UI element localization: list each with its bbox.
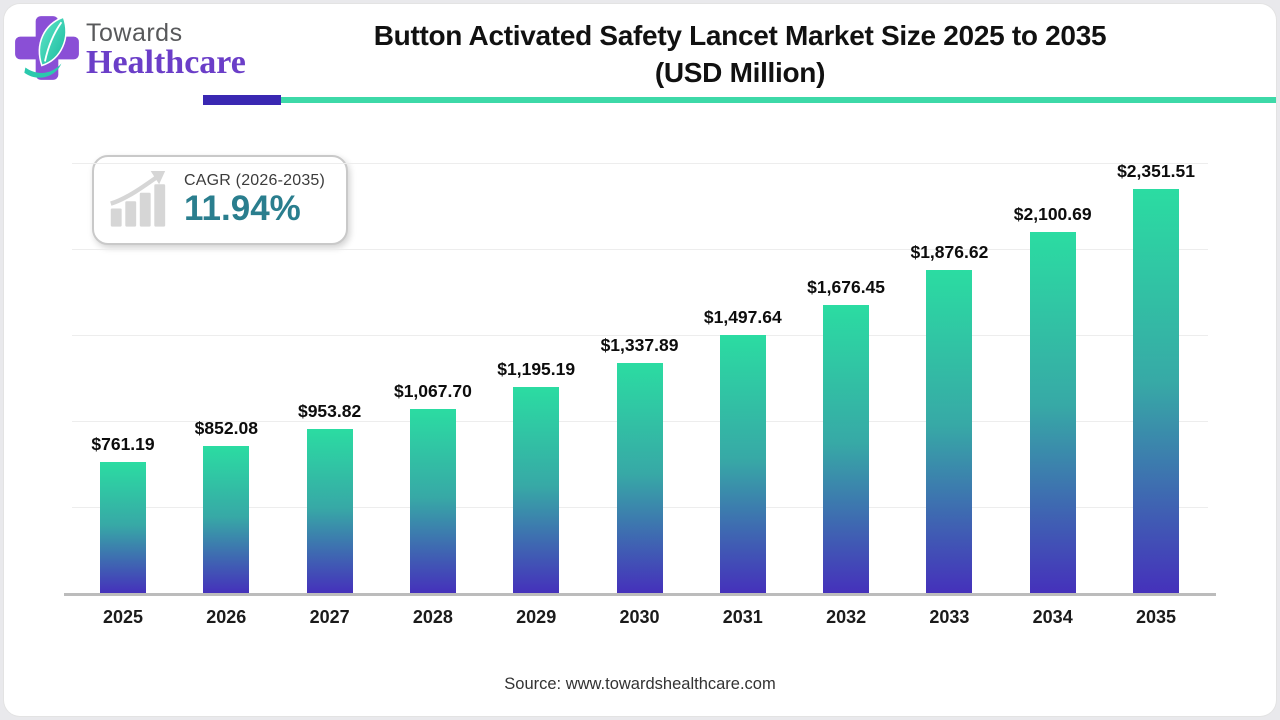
bar-value-label-2025: $761.19 bbox=[91, 434, 155, 454]
bar-2029 bbox=[513, 387, 560, 593]
logo-text: Towards Healthcare bbox=[86, 12, 246, 81]
cagr-label: CAGR (2026-2035) bbox=[184, 172, 326, 189]
x-axis-label-2034: 2034 bbox=[1032, 607, 1073, 627]
bar-value-label-2035: $2,351.51 bbox=[1117, 161, 1195, 181]
x-axis-label-2030: 2030 bbox=[619, 607, 660, 627]
bar-2032 bbox=[823, 305, 870, 593]
bar-value-label-2026: $852.08 bbox=[194, 418, 258, 438]
bar-2026 bbox=[203, 446, 250, 593]
growth-chart-icon bbox=[110, 171, 166, 227]
x-axis-label-2027: 2027 bbox=[309, 607, 350, 627]
logo: Towards Healthcare bbox=[12, 12, 246, 84]
chart-title-line1: Button Activated Safety Lancet Market Si… bbox=[373, 20, 1107, 51]
x-axis-label-2029: 2029 bbox=[516, 607, 557, 627]
bar-2025 bbox=[100, 462, 146, 593]
bar-2034 bbox=[1029, 232, 1076, 593]
x-axis-label-2026: 2026 bbox=[206, 607, 247, 627]
bar-value-label-2032: $1,676.45 bbox=[807, 277, 886, 297]
cagr-value: 11.94% bbox=[184, 189, 301, 228]
x-axis-label-2035: 2035 bbox=[1135, 607, 1177, 627]
chart-title-line2: (USD Million) bbox=[654, 57, 826, 88]
bar-2031 bbox=[719, 335, 766, 593]
gridline-2500 bbox=[72, 163, 1208, 164]
x-axis-label-2028: 2028 bbox=[412, 607, 453, 627]
towards-healthcare-logo-icon bbox=[15, 16, 79, 80]
bar-value-label-2033: $1,876.62 bbox=[910, 242, 989, 262]
x-axis-label-2032: 2032 bbox=[826, 607, 867, 627]
bar-value-label-2027: $953.82 bbox=[297, 401, 362, 421]
gridline-2000 bbox=[72, 249, 1208, 250]
bar-2035 bbox=[1133, 189, 1179, 593]
bar-value-label-2031: $1,497.64 bbox=[703, 307, 782, 327]
bar-2027 bbox=[306, 429, 353, 593]
header-stripe-teal bbox=[281, 97, 1276, 103]
chart-title: Button Activated Safety Lancet Market Si… bbox=[290, 17, 1190, 91]
x-axis-line bbox=[64, 593, 1216, 596]
logo-line2: Healthcare bbox=[86, 44, 246, 81]
bar-value-label-2034: $2,100.69 bbox=[1013, 204, 1092, 224]
source-text: Source: www.towardshealthcare.com bbox=[504, 675, 776, 693]
bar-value-label-2028: $1,067.70 bbox=[393, 381, 472, 401]
gridline-1500 bbox=[72, 335, 1208, 336]
bar-2033 bbox=[926, 270, 973, 593]
x-axis-label-2033: 2033 bbox=[929, 607, 970, 627]
bar-2028 bbox=[409, 409, 456, 593]
cagr-texts: CAGR (2026-2035) 11.94% bbox=[184, 172, 325, 228]
bar-value-label-2030: $1,337.89 bbox=[600, 335, 679, 355]
bar-2030 bbox=[616, 363, 663, 593]
logo-line1: Towards bbox=[86, 19, 183, 47]
cagr-badge: CAGR (2026-2035) 11.94% bbox=[92, 155, 348, 245]
plot-area: $761.19 2025 $852.08 2026 $953.82 2027 $1,067.… bbox=[64, 161, 1216, 627]
x-axis-label-2025: 2025 bbox=[102, 607, 144, 627]
header-stripe-purple bbox=[203, 95, 281, 105]
x-axis-label-2031: 2031 bbox=[722, 607, 763, 627]
bar-value-label-2029: $1,195.19 bbox=[497, 359, 576, 379]
